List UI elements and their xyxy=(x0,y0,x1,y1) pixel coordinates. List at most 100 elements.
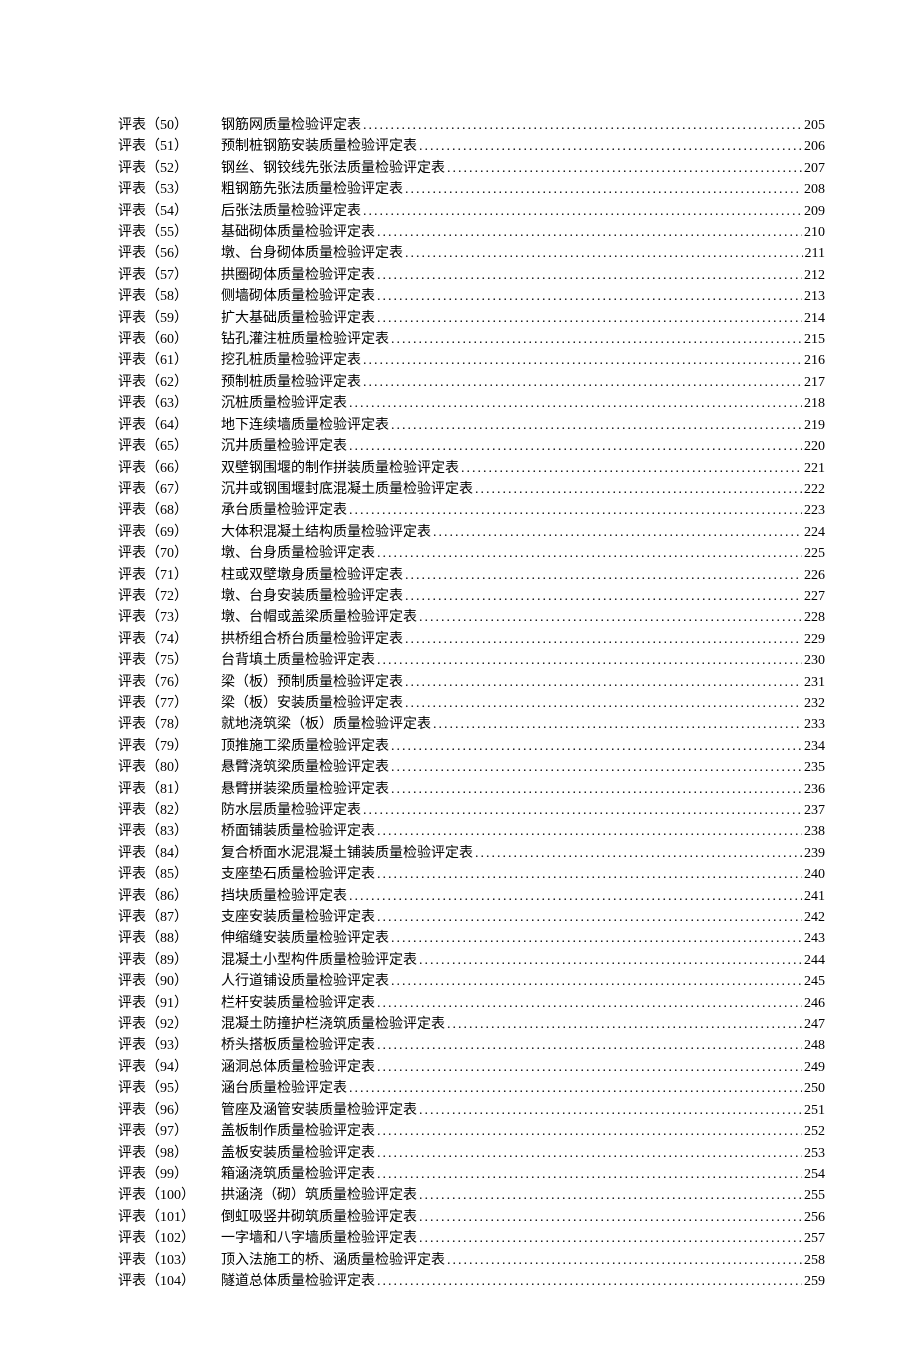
toc-entry-title: 混凝土小型构件质量检验评定表 xyxy=(213,950,417,971)
toc-entry-label: 评表（91） xyxy=(118,993,213,1014)
toc-entry-title: 盖板制作质量检验评定表 xyxy=(213,1121,375,1142)
toc-entry-label: 评表（53） xyxy=(118,179,213,200)
toc-dot-leader xyxy=(475,479,802,500)
toc-dot-leader xyxy=(377,308,802,329)
toc-dot-leader xyxy=(405,565,802,586)
toc-entry-label: 评表（84） xyxy=(118,843,213,864)
toc-dot-leader xyxy=(391,329,802,350)
toc-entry: 评表（96）管座及涵管安装质量检验评定表251 xyxy=(118,1100,825,1121)
toc-entry: 评表（103）顶入法施工的桥、涵质量检验评定表258 xyxy=(118,1250,825,1271)
toc-entry-page: 215 xyxy=(804,329,825,350)
table-of-contents: 评表（50）钢筋网质量检验评定表205评表（51）预制桩钢筋安装质量检验评定表2… xyxy=(118,115,825,1292)
toc-entry: 评表（73）墩、台帽或盖梁质量检验评定表228 xyxy=(118,607,825,628)
toc-dot-leader xyxy=(405,179,802,200)
toc-entry-title: 隧道总体质量检验评定表 xyxy=(213,1271,375,1292)
toc-entry-label: 评表（79） xyxy=(118,736,213,757)
toc-dot-leader xyxy=(377,222,802,243)
toc-entry-label: 评表（89） xyxy=(118,950,213,971)
toc-entry-title: 台背填土质量检验评定表 xyxy=(213,650,375,671)
toc-entry-title: 悬臂拼装梁质量检验评定表 xyxy=(213,779,389,800)
toc-entry-title: 双壁钢围堰的制作拼装质量检验评定表 xyxy=(213,458,459,479)
toc-entry-label: 评表（98） xyxy=(118,1143,213,1164)
toc-entry: 评表（90）人行道铺设质量检验评定表245 xyxy=(118,971,825,992)
toc-entry: 评表（68）承台质量检验评定表223 xyxy=(118,500,825,521)
toc-dot-leader xyxy=(363,201,802,222)
toc-entry: 评表（72）墩、台身安装质量检验评定表 227 xyxy=(118,586,825,607)
toc-entry-page: 209 xyxy=(804,201,825,222)
toc-entry: 评表（74）拱桥组合桥台质量检验评定表229 xyxy=(118,629,825,650)
toc-entry-title: 基础砌体质量检验评定表 xyxy=(213,222,375,243)
toc-entry-label: 评表（60） xyxy=(118,329,213,350)
toc-entry-label: 评表（70） xyxy=(118,543,213,564)
toc-entry-label: 评表（76） xyxy=(118,672,213,693)
toc-entry: 评表（59）扩大基础质量检验评定表214 xyxy=(118,308,825,329)
toc-entry-title: 就地浇筑梁（板）质量检验评定表 xyxy=(213,714,431,735)
toc-entry-title: 梁（板）安装质量检验评定表 xyxy=(213,693,403,714)
toc-entry-page: 238 xyxy=(804,821,825,842)
toc-entry-label: 评表（82） xyxy=(118,800,213,821)
toc-entry-page: 253 xyxy=(804,1143,825,1164)
toc-entry: 评表（65）沉井质量检验评定表220 xyxy=(118,436,825,457)
toc-entry-page: 231 xyxy=(804,672,825,693)
toc-entry-label: 评表（72） xyxy=(118,586,213,607)
toc-entry-title: 栏杆安装质量检验评定表 xyxy=(213,993,375,1014)
toc-dot-leader xyxy=(433,522,802,543)
toc-entry-page: 242 xyxy=(804,907,825,928)
toc-entry: 评表（71）柱或双壁墩身质量检验评定表226 xyxy=(118,565,825,586)
toc-dot-leader xyxy=(391,415,802,436)
toc-entry-label: 评表（101） xyxy=(118,1207,213,1228)
toc-entry-page: 245 xyxy=(804,971,825,992)
toc-entry-label: 评表（83） xyxy=(118,821,213,842)
toc-entry-title: 桥头搭板质量检验评定表 xyxy=(213,1035,375,1056)
toc-entry-title: 预制桩钢筋安装质量检验评定表 xyxy=(213,136,417,157)
toc-dot-leader xyxy=(447,1014,802,1035)
toc-dot-leader xyxy=(391,971,802,992)
toc-entry-title: 拱涵浇（砌）筑质量检验评定表 xyxy=(213,1185,417,1206)
toc-dot-leader xyxy=(377,1121,802,1142)
toc-entry: 评表（62）预制桩质量检验评定表217 xyxy=(118,372,825,393)
toc-entry: 评表（53）粗钢筋先张法质量检验评定表208 xyxy=(118,179,825,200)
toc-dot-leader xyxy=(377,265,802,286)
toc-entry-page: 232 xyxy=(804,693,825,714)
toc-entry-label: 评表（87） xyxy=(118,907,213,928)
toc-entry-page: 243 xyxy=(804,928,825,949)
toc-entry-page: 227 xyxy=(804,586,825,607)
toc-entry: 评表（77）梁（板）安装质量检验评定表232 xyxy=(118,693,825,714)
toc-entry-title: 承台质量检验评定表 xyxy=(213,500,347,521)
toc-entry-title: 倒虹吸竖井砌筑质量检验评定表 xyxy=(213,1207,417,1228)
toc-entry-label: 评表（68） xyxy=(118,500,213,521)
toc-entry-label: 评表（58） xyxy=(118,286,213,307)
toc-entry-label: 评表（100） xyxy=(118,1185,213,1206)
toc-entry-title: 桥面铺装质量检验评定表 xyxy=(213,821,375,842)
toc-entry: 评表（91）栏杆安装质量检验评定表246 xyxy=(118,993,825,1014)
toc-entry-title: 沉井质量检验评定表 xyxy=(213,436,347,457)
toc-entry-label: 评表（78） xyxy=(118,714,213,735)
toc-entry-label: 评表（65） xyxy=(118,436,213,457)
toc-entry: 评表（87）支座安装质量检验评定表242 xyxy=(118,907,825,928)
toc-dot-leader xyxy=(419,950,802,971)
toc-entry: 评表（60）钻孔灌注桩质量检验评定表215 xyxy=(118,329,825,350)
toc-dot-leader xyxy=(363,115,802,136)
toc-entry-page: 208 xyxy=(804,179,825,200)
toc-dot-leader xyxy=(377,1035,802,1056)
toc-entry-page: 251 xyxy=(804,1100,825,1121)
toc-entry: 评表（88）伸缩缝安装质量检验评定表243 xyxy=(118,928,825,949)
toc-entry-title: 梁（板）预制质量检验评定表 xyxy=(213,672,403,693)
toc-entry-label: 评表（66） xyxy=(118,458,213,479)
toc-entry-page: 219 xyxy=(804,415,825,436)
toc-entry-label: 评表（92） xyxy=(118,1014,213,1035)
toc-entry: 评表（66）双壁钢围堰的制作拼装质量检验评定表221 xyxy=(118,458,825,479)
toc-entry: 评表（97）盖板制作质量检验评定表252 xyxy=(118,1121,825,1142)
toc-dot-leader xyxy=(419,1100,802,1121)
toc-entry-page: 244 xyxy=(804,950,825,971)
toc-dot-leader xyxy=(405,629,802,650)
toc-dot-leader xyxy=(363,800,802,821)
toc-entry: 评表（92）混凝土防撞护栏浇筑质量检验评定表247 xyxy=(118,1014,825,1035)
toc-entry-label: 评表（50） xyxy=(118,115,213,136)
toc-entry-page: 230 xyxy=(804,650,825,671)
toc-entry-title: 墩、台身安装质量检验评定表 xyxy=(213,586,403,607)
toc-entry-title: 顶入法施工的桥、涵质量检验评定表 xyxy=(213,1250,445,1271)
toc-entry-page: 228 xyxy=(804,607,825,628)
toc-dot-leader xyxy=(377,650,802,671)
toc-entry-page: 257 xyxy=(804,1228,825,1249)
